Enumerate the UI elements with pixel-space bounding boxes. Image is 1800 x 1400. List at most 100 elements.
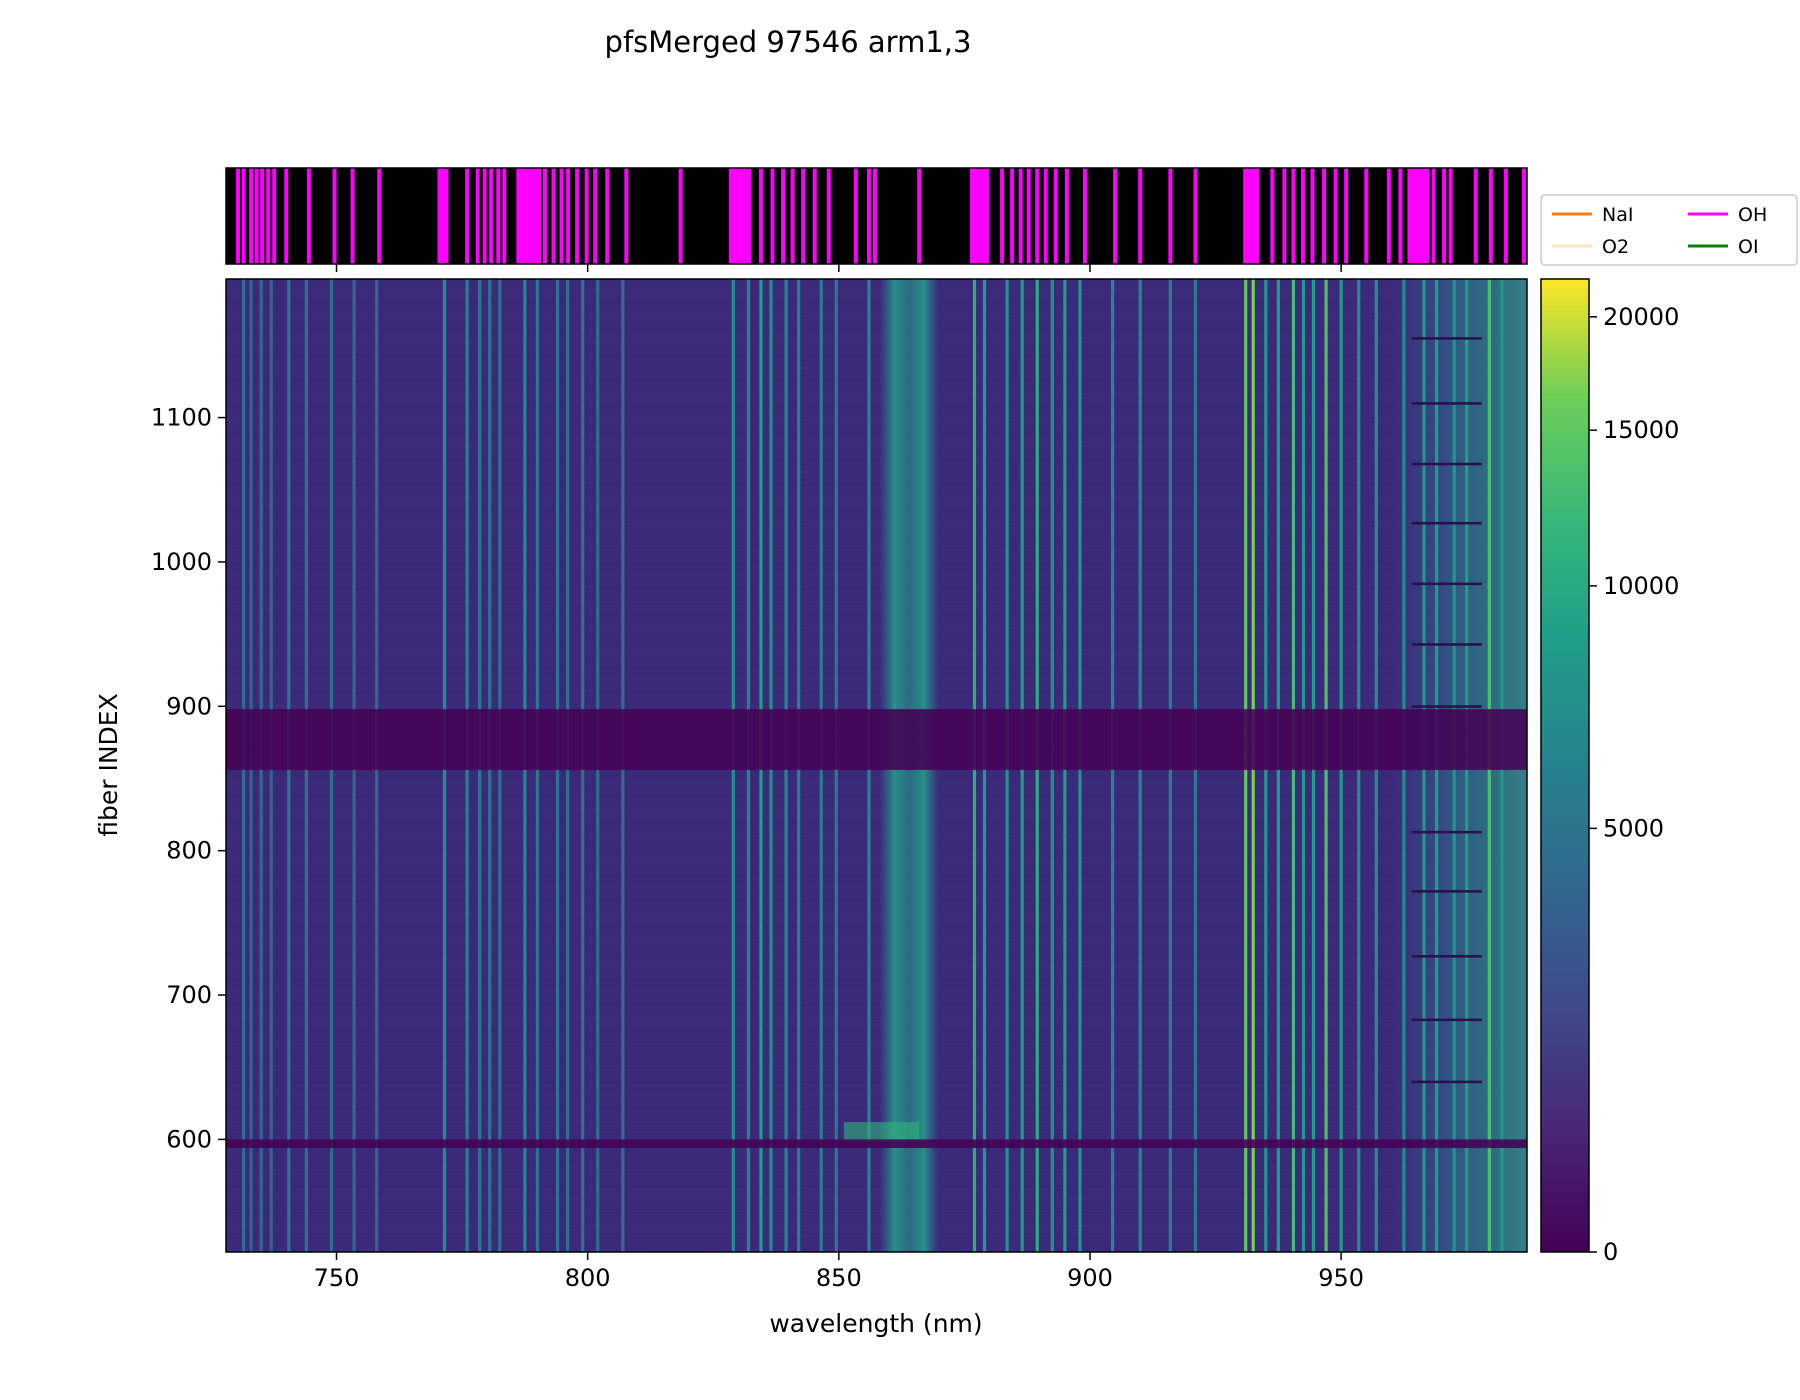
oh-line-mark	[1252, 168, 1257, 264]
oh-line-mark	[978, 168, 983, 264]
oh-line-mark	[1113, 168, 1118, 264]
oh-line-mark	[1291, 168, 1296, 264]
oh-line-mark	[1364, 168, 1369, 264]
fiber-row	[226, 640, 1527, 642]
oh-line-mark	[526, 168, 531, 264]
oh-line-mark	[502, 168, 507, 264]
masked-fiber-segment	[1411, 643, 1482, 646]
oh-line-mark	[1410, 168, 1415, 264]
line-strip	[225, 167, 1528, 272]
fiber-row	[226, 302, 1527, 304]
oh-line-mark	[1168, 168, 1173, 264]
fiber-row	[226, 705, 1527, 707]
oh-line-mark	[1386, 168, 1391, 264]
fiber-row	[226, 484, 1527, 486]
oh-line-mark	[350, 168, 355, 264]
fiber-row	[226, 562, 1527, 564]
y-tick-label: 1000	[151, 548, 212, 576]
oh-line-mark	[496, 168, 501, 264]
legend: NaI O2 OH OI	[1540, 194, 1798, 266]
oh-line-mark	[1300, 168, 1305, 264]
fiber-row	[226, 601, 1527, 603]
fiber-row	[226, 432, 1527, 434]
fiber-row	[226, 770, 1527, 772]
masked-fiber-segment	[1411, 1080, 1482, 1084]
x-axis-label: wavelength (nm)	[769, 1309, 982, 1338]
fiber-gap-band	[226, 1139, 1527, 1149]
fiber-row	[226, 328, 1527, 330]
oh-line-mark	[1398, 168, 1403, 264]
oh-line-mark	[1407, 168, 1412, 264]
fiber-row	[226, 822, 1527, 824]
fiber-row	[226, 952, 1527, 954]
x-tick-label: 950	[1318, 1264, 1364, 1292]
oh-line-mark	[872, 168, 877, 264]
oh-line-mark	[731, 168, 736, 264]
fiber-row	[226, 861, 1527, 863]
oh-line-mark	[1010, 168, 1015, 264]
fiber-row	[226, 1173, 1527, 1175]
oh-line-mark	[1521, 168, 1526, 264]
x-tick-label: 850	[816, 1264, 862, 1292]
oh-line-mark	[812, 168, 817, 264]
oh-line-mark	[1425, 168, 1430, 264]
fiber-row	[226, 341, 1527, 343]
oh-line-mark	[306, 168, 311, 264]
y-tick-label: 1100	[151, 404, 212, 432]
masked-fiber-segment	[1411, 705, 1482, 708]
oh-line-mark	[465, 168, 470, 264]
oh-line-mark	[1413, 168, 1418, 264]
oh-line-mark	[241, 168, 246, 264]
fiber-row	[226, 380, 1527, 382]
oh-line-mark	[1043, 168, 1048, 264]
x-tick-label: 800	[565, 1264, 611, 1292]
oh-line-mark	[542, 168, 547, 264]
oh-line-mark	[1473, 168, 1478, 264]
oh-line-mark	[972, 168, 977, 264]
fiber-row	[226, 289, 1527, 291]
oh-line-mark	[236, 168, 241, 264]
colorbar-tick-label: 0	[1603, 1238, 1618, 1266]
fiber-row	[226, 575, 1527, 577]
oh-line-mark	[284, 168, 289, 264]
y-tick-label: 800	[166, 837, 212, 865]
oh-line-mark	[1243, 168, 1248, 264]
oh-line-mark	[743, 168, 748, 264]
oh-line-mark	[1431, 168, 1436, 264]
oh-line-mark	[1193, 168, 1198, 264]
legend-label: OH	[1738, 204, 1767, 226]
fiber-row	[226, 523, 1527, 525]
fiber-row	[226, 1238, 1527, 1240]
fiber-row	[226, 367, 1527, 369]
masked-fiber-segment	[1411, 521, 1482, 525]
masked-fiber-segment	[1411, 955, 1482, 958]
fiber-row	[226, 692, 1527, 694]
colorbar-gradient	[1541, 279, 1589, 1252]
fiber-row	[226, 406, 1527, 408]
oh-line-mark	[1322, 168, 1327, 264]
oh-line-mark	[249, 168, 254, 264]
fiber-row	[226, 1212, 1527, 1214]
legend-label: OI	[1738, 236, 1759, 258]
oh-line-mark	[533, 168, 538, 264]
fiber-row	[226, 393, 1527, 395]
masked-fiber-segment	[1411, 462, 1482, 466]
y-axis-label: fiber INDEX	[94, 693, 123, 836]
oh-line-mark	[746, 168, 751, 264]
colorbar-tick-label: 20000	[1603, 303, 1679, 331]
oh-line-mark	[1018, 168, 1023, 264]
fiber-row	[226, 978, 1527, 980]
oh-line-mark	[266, 168, 271, 264]
fiber-row	[226, 1160, 1527, 1162]
colorbar: 0 5000 10000 15000 20000	[1540, 278, 1679, 1266]
fiber-row	[226, 458, 1527, 460]
fiber-row	[226, 783, 1527, 785]
oh-line-mark	[475, 168, 480, 264]
fiber-row	[226, 874, 1527, 876]
masked-fiber-segment	[1411, 582, 1482, 586]
oh-line-mark	[758, 168, 763, 264]
line-strip-frame	[225, 167, 1528, 265]
fiber-gap-band	[226, 709, 1527, 770]
fiber-row	[226, 1121, 1527, 1123]
